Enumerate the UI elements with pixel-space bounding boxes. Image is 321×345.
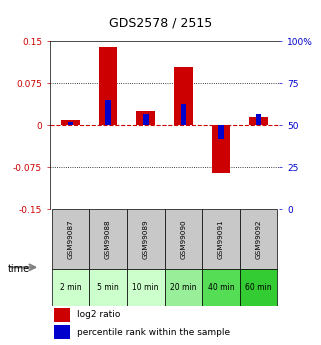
Bar xyxy=(127,269,164,306)
Bar xyxy=(143,114,149,126)
Text: percentile rank within the sample: percentile rank within the sample xyxy=(77,328,230,337)
Bar xyxy=(54,325,70,339)
Text: 20 min: 20 min xyxy=(170,283,196,292)
Text: 5 min: 5 min xyxy=(97,283,119,292)
Bar xyxy=(89,269,127,306)
Bar xyxy=(52,269,89,306)
Text: GSM99087: GSM99087 xyxy=(67,219,74,259)
Bar xyxy=(52,209,89,269)
Bar xyxy=(174,67,193,126)
Text: GSM99091: GSM99091 xyxy=(218,219,224,259)
Text: 10 min: 10 min xyxy=(133,283,159,292)
Bar xyxy=(202,269,240,306)
Text: GSM99090: GSM99090 xyxy=(180,219,186,259)
Bar xyxy=(127,209,164,269)
Bar xyxy=(180,104,186,126)
Bar xyxy=(68,122,73,126)
Text: log2 ratio: log2 ratio xyxy=(77,310,121,319)
Text: GDS2578 / 2515: GDS2578 / 2515 xyxy=(109,16,212,29)
Text: GSM99092: GSM99092 xyxy=(256,219,262,259)
Bar xyxy=(164,209,202,269)
Bar xyxy=(99,47,117,126)
Text: GSM99089: GSM99089 xyxy=(143,219,149,259)
Bar xyxy=(164,269,202,306)
Bar xyxy=(249,117,268,126)
Bar xyxy=(89,209,127,269)
Bar xyxy=(105,100,111,126)
Text: 40 min: 40 min xyxy=(208,283,234,292)
Bar xyxy=(218,126,224,139)
Text: 2 min: 2 min xyxy=(60,283,81,292)
Bar xyxy=(240,269,277,306)
Bar xyxy=(202,209,240,269)
Text: 60 min: 60 min xyxy=(245,283,272,292)
Bar xyxy=(240,209,277,269)
Bar xyxy=(61,120,80,126)
Bar xyxy=(136,111,155,126)
Bar xyxy=(256,114,261,126)
Bar xyxy=(212,126,230,173)
Text: GSM99088: GSM99088 xyxy=(105,219,111,259)
Bar xyxy=(54,308,70,322)
Text: time: time xyxy=(8,264,30,274)
